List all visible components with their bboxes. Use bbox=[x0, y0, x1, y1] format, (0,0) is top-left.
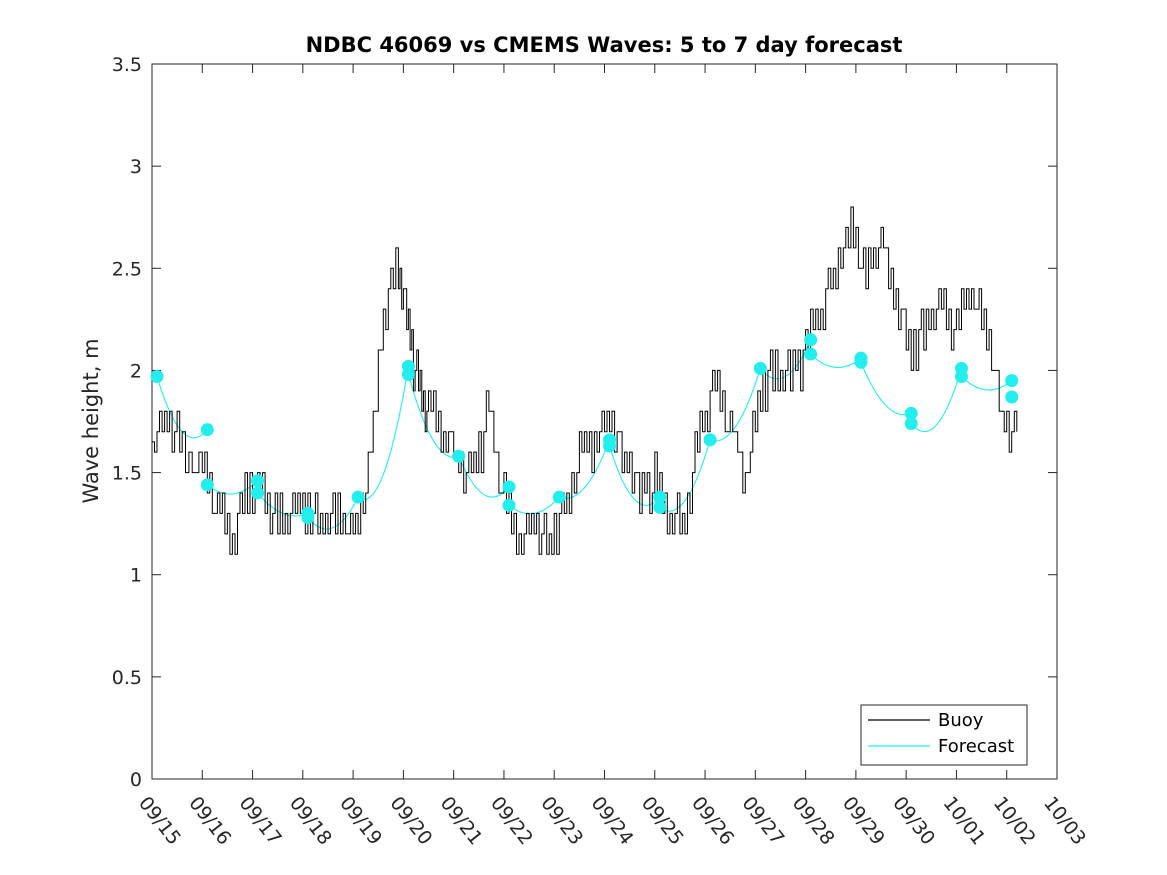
forecast-marker bbox=[804, 333, 818, 347]
forecast-marker bbox=[804, 347, 818, 361]
buoy-line bbox=[152, 206, 1018, 555]
forecast-marker bbox=[502, 480, 516, 494]
forecast-marker bbox=[1005, 390, 1019, 404]
x-tick-label: 10/03 bbox=[1039, 793, 1090, 850]
x-tick-label: 10/01 bbox=[939, 793, 990, 850]
y-tick-label: 2.5 bbox=[112, 258, 142, 280]
forecast-marker bbox=[854, 355, 868, 369]
y-tick-label: 0.5 bbox=[112, 667, 142, 689]
x-tick-label: 09/30 bbox=[888, 793, 939, 850]
y-tick-label: 3.5 bbox=[112, 54, 142, 76]
forecast-marker bbox=[452, 449, 466, 463]
x-tick-label: 09/26 bbox=[687, 793, 738, 850]
y-tick-label: 2 bbox=[130, 360, 142, 382]
chart-title: NDBC 46069 vs CMEMS Waves: 5 to 7 day fo… bbox=[306, 33, 903, 57]
x-tick-label: 09/22 bbox=[486, 793, 537, 850]
forecast-marker bbox=[200, 423, 214, 437]
forecast-marker bbox=[552, 490, 566, 504]
x-tick-label: 09/15 bbox=[134, 793, 185, 850]
forecast-line bbox=[910, 368, 962, 433]
forecast-marker bbox=[904, 417, 918, 431]
forecast-marker bbox=[753, 361, 767, 375]
x-tick-label: 09/23 bbox=[536, 793, 587, 850]
forecast-marker bbox=[200, 478, 214, 492]
forecast-marker bbox=[251, 474, 265, 488]
x-tick-label: 09/27 bbox=[737, 793, 788, 850]
forecast-marker bbox=[904, 406, 918, 420]
forecast-marker bbox=[150, 370, 164, 384]
forecast-marker bbox=[954, 370, 968, 384]
forecast-marker bbox=[502, 498, 516, 512]
y-tick-label: 1.5 bbox=[112, 463, 142, 485]
y-tick-label: 0 bbox=[130, 769, 142, 791]
y-axis-label: Wave height, m bbox=[79, 338, 103, 503]
forecast-marker bbox=[401, 368, 415, 382]
y-tick-label: 1 bbox=[130, 565, 142, 587]
y-tick-label: 3 bbox=[130, 156, 142, 178]
x-tick-label: 09/19 bbox=[335, 793, 386, 850]
forecast-marker bbox=[653, 490, 667, 504]
forecast-line bbox=[609, 445, 661, 506]
x-tick-label: 09/16 bbox=[184, 793, 235, 850]
x-tick-label: 09/17 bbox=[235, 793, 286, 850]
forecast-marker bbox=[351, 490, 365, 504]
forecast-marker bbox=[251, 486, 265, 500]
forecast-marker bbox=[703, 433, 717, 447]
x-tick-label: 09/25 bbox=[637, 793, 688, 850]
x-tick-label: 09/20 bbox=[385, 793, 436, 850]
x-tick-label: 09/28 bbox=[788, 793, 839, 850]
legend: Buoy Forecast bbox=[860, 704, 1028, 766]
forecast-marker bbox=[301, 511, 315, 525]
forecast-markers bbox=[150, 333, 1019, 525]
forecast-marker bbox=[653, 500, 667, 514]
x-tick-label: 09/18 bbox=[285, 793, 336, 850]
forecast-marker bbox=[1005, 374, 1019, 388]
y-axis: 0 0.5 1 1.5 2 2.5 3 3.5 bbox=[112, 54, 1057, 791]
legend-forecast-label: Forecast bbox=[938, 736, 1014, 757]
buoy-series bbox=[152, 206, 1018, 555]
x-tick-label: 09/29 bbox=[838, 793, 889, 850]
x-tick-label: 09/24 bbox=[587, 793, 638, 850]
x-tick-label: 10/02 bbox=[989, 793, 1040, 850]
legend-buoy-label: Buoy bbox=[938, 710, 984, 731]
forecast-marker bbox=[603, 439, 617, 453]
legend-box bbox=[860, 704, 1028, 766]
x-tick-label: 09/21 bbox=[436, 793, 487, 850]
